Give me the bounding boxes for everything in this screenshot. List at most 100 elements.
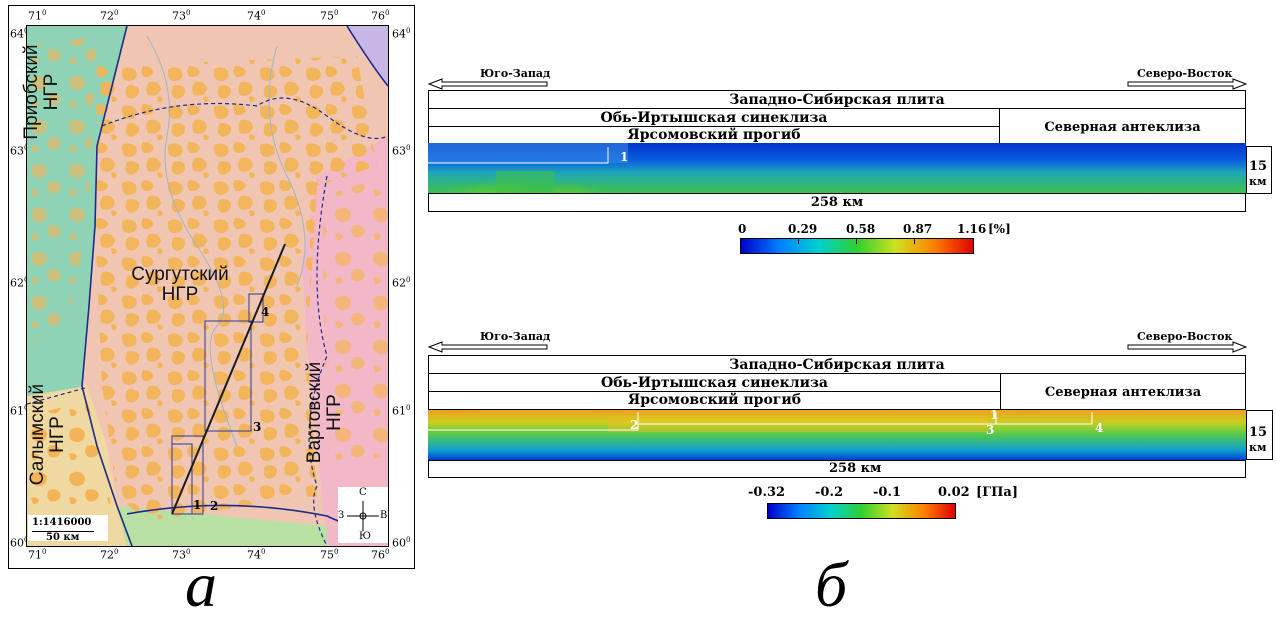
section2-syneclise: Обь-Иртышская синеклиза: [601, 375, 828, 391]
section2-anteclise-band: Северная антеклиза: [1000, 373, 1246, 410]
region-label-salym: Салымский НГР: [27, 383, 68, 486]
section2-dir-left: Юго-Запад: [480, 330, 551, 343]
compass-e: В: [380, 510, 388, 521]
panel-letter-b: б: [815, 549, 848, 620]
region-label-vartov: Вартовский НГР: [304, 361, 345, 464]
section1-anteclise: Северная антеклиза: [1044, 120, 1201, 135]
section1-dir-left: Юго-Запад: [480, 67, 551, 80]
boundary-vartov: [308, 175, 328, 546]
geologic-map: [27, 26, 388, 546]
scale-bar-box: [28, 515, 108, 541]
map-point-4: 4: [261, 305, 270, 319]
map-point-1: 1: [193, 498, 202, 512]
section1-depth-box: 15 км: [1246, 146, 1272, 194]
lon-label-75-bottom: 750: [320, 548, 339, 562]
lon-label-73-bottom: 730: [172, 548, 191, 562]
section1-dir-right: Северо-Восток: [1137, 67, 1233, 80]
section1-point-1: 1: [620, 150, 629, 164]
scale-ratio: 1:1416000: [32, 517, 92, 528]
boundary-internal: [101, 97, 388, 140]
section1-cb-unit: [%]: [988, 222, 1011, 236]
boundary-salym: [27, 387, 86, 405]
lon-label-73-top: 730: [172, 9, 191, 23]
section1-length: 258 км: [810, 195, 864, 210]
region-label-priob: Приобский НГР: [21, 44, 62, 140]
section1-trough: Ярсомовский прогиб: [627, 127, 801, 143]
section2-depth-box: 15 км: [1246, 410, 1273, 460]
section2-plate-band: Западно-Сибирская плита: [428, 355, 1246, 374]
map-point-3: 3: [253, 420, 262, 434]
section1-syneclise: Обь-Иртышская синеклиза: [600, 110, 828, 126]
lat-label-61-right: 610: [392, 404, 411, 418]
section2-stress-field: [428, 410, 1246, 460]
region-label-surgut: Сургутский НГР: [131, 264, 229, 305]
compass-n: С: [359, 487, 367, 498]
section1-length-band: 258 км: [428, 193, 1246, 212]
section1-arrow-left-icon: [428, 78, 548, 90]
lon-label-76-bottom: 760: [371, 548, 390, 562]
section2-trough: Ярсомовский прогиб: [627, 392, 802, 408]
section2-colorbar: [767, 503, 956, 519]
section2-divider: [428, 391, 1001, 392]
section1-divider: [428, 126, 1000, 127]
priob-fields-pattern: [27, 36, 97, 346]
lat-label-64-right: 640: [392, 27, 411, 41]
compass-s: Ю: [359, 531, 371, 542]
compass: С Ю З В: [338, 487, 388, 543]
river: [146, 35, 238, 447]
section1-anteclise-band: Северная антеклиза: [999, 108, 1246, 144]
section1-cb-tickmark: [798, 238, 799, 244]
profile-line: [171, 243, 286, 515]
section2-cb-unit: [ГПа]: [976, 485, 1018, 500]
section1-cb-tick-1: 0.29: [788, 222, 818, 236]
section1-depth-unit: км: [1249, 175, 1267, 188]
section2-cb-tick-1: -0.2: [815, 485, 844, 500]
section1-cb-tick-3: 0.87: [903, 222, 933, 236]
map-area: [26, 25, 389, 547]
section2-plate: Западно-Сибирская плита: [729, 357, 945, 373]
section2-arrow-left-icon: [428, 341, 548, 353]
section2-length-band: 258 км: [428, 460, 1246, 478]
section2-dir-right: Северо-Восток: [1137, 330, 1233, 343]
section1-cb-tick-2: 0.58: [846, 222, 876, 236]
section2-point-4: 4: [1095, 421, 1104, 435]
panel-letter-a: а: [185, 549, 217, 620]
oil-fields-pattern: [95, 56, 377, 521]
section2-arrow-right-icon: [1127, 341, 1247, 353]
lon-label-72-bottom: 720: [100, 548, 119, 562]
boundary-priob: [81, 26, 133, 546]
lat-label-60-right: 600: [392, 536, 411, 550]
lat-label-63-right: 630: [392, 144, 411, 158]
section2-anteclise: Северная антеклиза: [1044, 385, 1202, 400]
section2-cb-tick-0: -0.32: [748, 485, 786, 500]
scale-bar-line: [32, 531, 94, 532]
area-rect-3: [204, 320, 252, 432]
section1-cb-tickmark: [856, 238, 857, 244]
area-rect-4: [248, 293, 264, 323]
section1-arrow-right-icon: [1127, 78, 1247, 90]
boundary-northeast: [346, 26, 388, 87]
section1-plate: Западно-Сибирская плита: [729, 92, 945, 108]
salym-fields-pattern: [27, 401, 112, 526]
compass-rose-icon: [347, 501, 379, 531]
lon-label-71-bottom: 710: [28, 548, 47, 562]
section1-colorbar: [740, 238, 974, 254]
lon-label-74-bottom: 740: [247, 548, 266, 562]
lat-label-62-right: 620: [392, 276, 411, 290]
area-rect-2: [171, 443, 193, 515]
section1-porosity-field: [428, 143, 1246, 193]
vartov-fields-pattern: [322, 176, 388, 466]
section1-cb-tick-4: 1.16: [957, 222, 987, 236]
section2-length: 258 км: [829, 461, 882, 476]
lon-label-75-top: 750: [320, 9, 339, 23]
section2-point-1: 1: [990, 408, 999, 422]
section2-cb-tick-2: -0.1: [873, 485, 902, 500]
map-point-2: 2: [210, 499, 219, 513]
section1-plate-band: Западно-Сибирская плита: [428, 90, 1246, 109]
scale-km: 50 км: [46, 532, 80, 543]
section1-depth-value: 15: [1249, 159, 1268, 174]
lon-label-76-top: 760: [371, 9, 390, 23]
section1-cb-tick-0: 0: [738, 222, 747, 236]
lon-label-71-top: 710: [28, 9, 47, 23]
section2-cb-tick-3: 0.02: [938, 485, 970, 500]
